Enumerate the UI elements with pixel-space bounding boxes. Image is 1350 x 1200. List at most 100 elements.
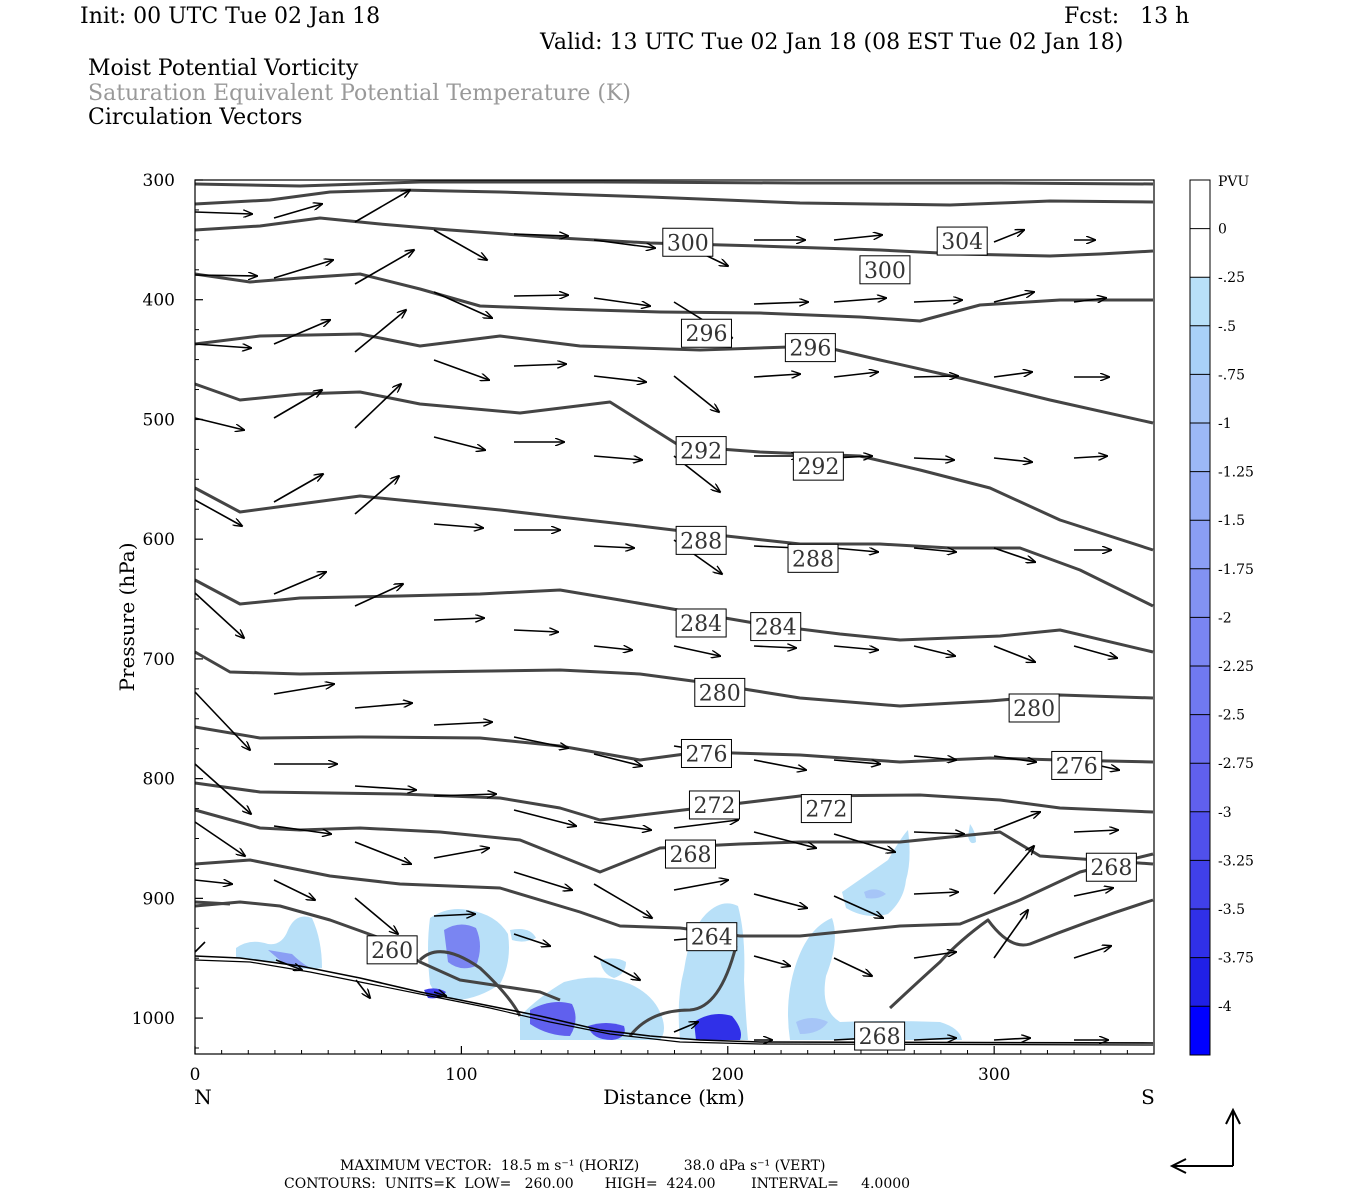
svg-text:272: 272 [693,794,735,819]
y-tick-label: 700 [143,650,175,670]
pv-colorbar: 0 -.25 -.5 -.75 -1 -1.25 -1.5 -1.75 -2 -2.25 -2.5 -… [1189,179,1254,1056]
svg-text:276: 276 [685,742,727,767]
reference-vector-icon [1169,1107,1241,1174]
north-end-label: N [194,1085,212,1109]
colorbar-swatch [1190,228,1210,278]
terrain [194,941,1154,1046]
contour-label: 260 [366,935,418,965]
colorbar-swatch [1190,957,1210,1007]
colorbar-title: PVU [1218,174,1250,190]
colorbar-tick-label: -3.25 [1218,853,1254,869]
svg-text:292: 292 [680,440,722,465]
colorbar-swatch [1190,860,1210,909]
maximum-vector-note: MAXIMUM VECTOR: 18.5 m s⁻¹ (HORIZ) 38.0 … [340,1158,826,1174]
colorbar-tick-label: -1.5 [1218,513,1245,529]
colorbar-swatch [1190,180,1210,229]
y-tick-label: 400 [143,291,175,311]
contour-label: 272 [688,790,740,820]
contour-label: 300 [662,227,714,257]
colorbar-tick-label: -2.5 [1218,708,1245,724]
svg-text:260: 260 [371,939,413,964]
valid-time: Valid: 13 UTC Tue 02 Jan 18 (08 EST Tue … [540,30,1124,55]
svg-text:284: 284 [680,612,722,637]
colorbar-swatch [1190,568,1210,618]
contour-label: 272 [800,794,852,824]
colorbar-swatch [1190,714,1210,764]
south-end-label: S [1141,1085,1155,1109]
contour-label: 304 [936,226,988,256]
colorbar-swatch [1190,811,1210,861]
y-tick-label: 600 [143,530,175,550]
svg-text:304: 304 [941,230,983,255]
contour-labels: 300 304 300 296 296 292 292 288 288 284 284 280 280 2… [366,226,1137,1051]
contour-label: 288 [787,543,839,573]
svg-text:268: 268 [1090,856,1132,881]
colorbar-tick-label: -1 [1218,416,1232,432]
svg-text:300: 300 [864,259,906,284]
contours-note: CONTOURS: UNITS=K LOW= 260.00 HIGH= 424.… [284,1176,911,1192]
svg-text:268: 268 [669,843,711,868]
contour-label: 268 [1085,852,1137,882]
colorbar-tick-label: -.75 [1218,367,1245,383]
colorbar-swatch [1190,909,1210,958]
contour-label: 292 [675,436,727,466]
colorbar-swatch [1190,520,1210,569]
colorbar-tick-label: -4 [1218,999,1232,1015]
svg-text:288: 288 [792,547,834,572]
circulation-vectors [194,190,1119,1040]
colorbar-tick-label: -3 [1218,805,1232,821]
x-tick-label: 0 [190,1065,201,1085]
colorbar-swatch [1190,423,1210,472]
field-label-vectors: Circulation Vectors [88,105,303,130]
colorbar-swatch [1190,617,1210,666]
svg-text:280: 280 [1013,697,1055,722]
svg-text:284: 284 [755,616,797,641]
svg-text:300: 300 [667,231,709,256]
x-tick-label: 100 [445,1065,477,1085]
y-tick-label: 900 [143,889,175,909]
contour-label: 288 [675,525,727,555]
colorbar-tick-label: -3.75 [1218,951,1254,967]
y-tick-label: 300 [143,171,175,191]
colorbar-swatch [1190,374,1210,423]
y-axis-title: Pressure (hPa) [115,543,139,692]
contour-label: 264 [686,922,738,952]
x-tick-label: 200 [712,1065,744,1085]
x-axis: 0 100 200 300 [190,1046,1128,1085]
contour-label: 268 [854,1021,906,1051]
contour-label: 280 [1008,693,1060,723]
colorbar-swatch [1190,763,1210,812]
colorbar-tick-label: -2 [1218,610,1232,626]
contour-label: 280 [694,677,746,707]
contour-label: 276 [1051,750,1103,780]
contour-label: 296 [680,318,732,348]
x-tick-label: 300 [978,1065,1010,1085]
field-label-pv: Moist Potential Vorticity [88,56,359,81]
svg-text:264: 264 [691,926,733,951]
theta-e-contours [194,180,1154,1037]
x-axis-title: Distance (km) [603,1085,745,1109]
svg-text:268: 268 [859,1025,901,1050]
field-label-theta: Saturation Equivalent Potential Temperat… [88,81,631,106]
contour-label: 268 [664,839,716,869]
contour-label: 276 [680,738,732,768]
contour-label: 300 [859,255,911,285]
svg-text:280: 280 [699,681,741,706]
forecast-hour: Fcst: 13 h [1064,4,1190,29]
y-tick-label: 800 [143,770,175,790]
init-time: Init: 00 UTC Tue 02 Jan 18 [80,4,381,29]
colorbar-tick-label: -.5 [1218,319,1236,335]
contour-label: 284 [675,608,727,638]
colorbar-swatch [1190,325,1210,375]
colorbar-swatch [1190,471,1210,521]
contour-label: 284 [750,612,802,642]
colorbar-tick-label: 0 [1218,222,1227,238]
contour-label: 296 [784,333,836,363]
y-axis: 300 400 500 600 700 800 900 1000 [132,171,203,1049]
colorbar-tick-label: -3.5 [1218,902,1245,918]
svg-text:272: 272 [805,798,847,823]
svg-text:296: 296 [685,322,727,347]
svg-text:276: 276 [1056,754,1098,779]
colorbar-tick-label: -2.25 [1218,659,1254,675]
svg-text:288: 288 [680,529,722,554]
